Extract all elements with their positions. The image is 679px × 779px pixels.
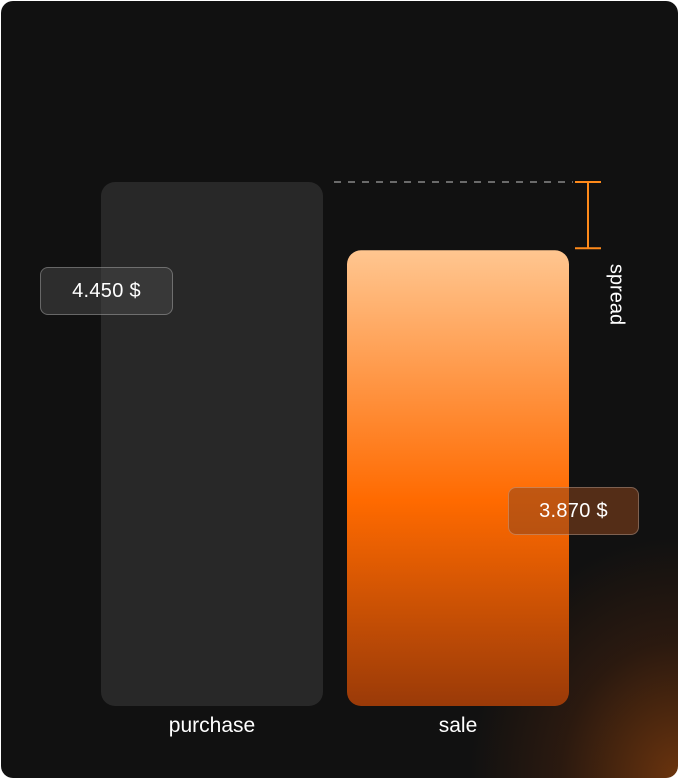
value-label-purchase: 4.450 $ [40,267,173,315]
category-label-sale: sale [438,714,478,737]
value-label-sale: 3.870 $ [508,487,639,535]
bar-purchase [101,182,323,706]
spread-annotation: spread [605,263,628,326]
bar-sale [347,250,569,706]
category-label-purchase: purchase [168,714,256,737]
